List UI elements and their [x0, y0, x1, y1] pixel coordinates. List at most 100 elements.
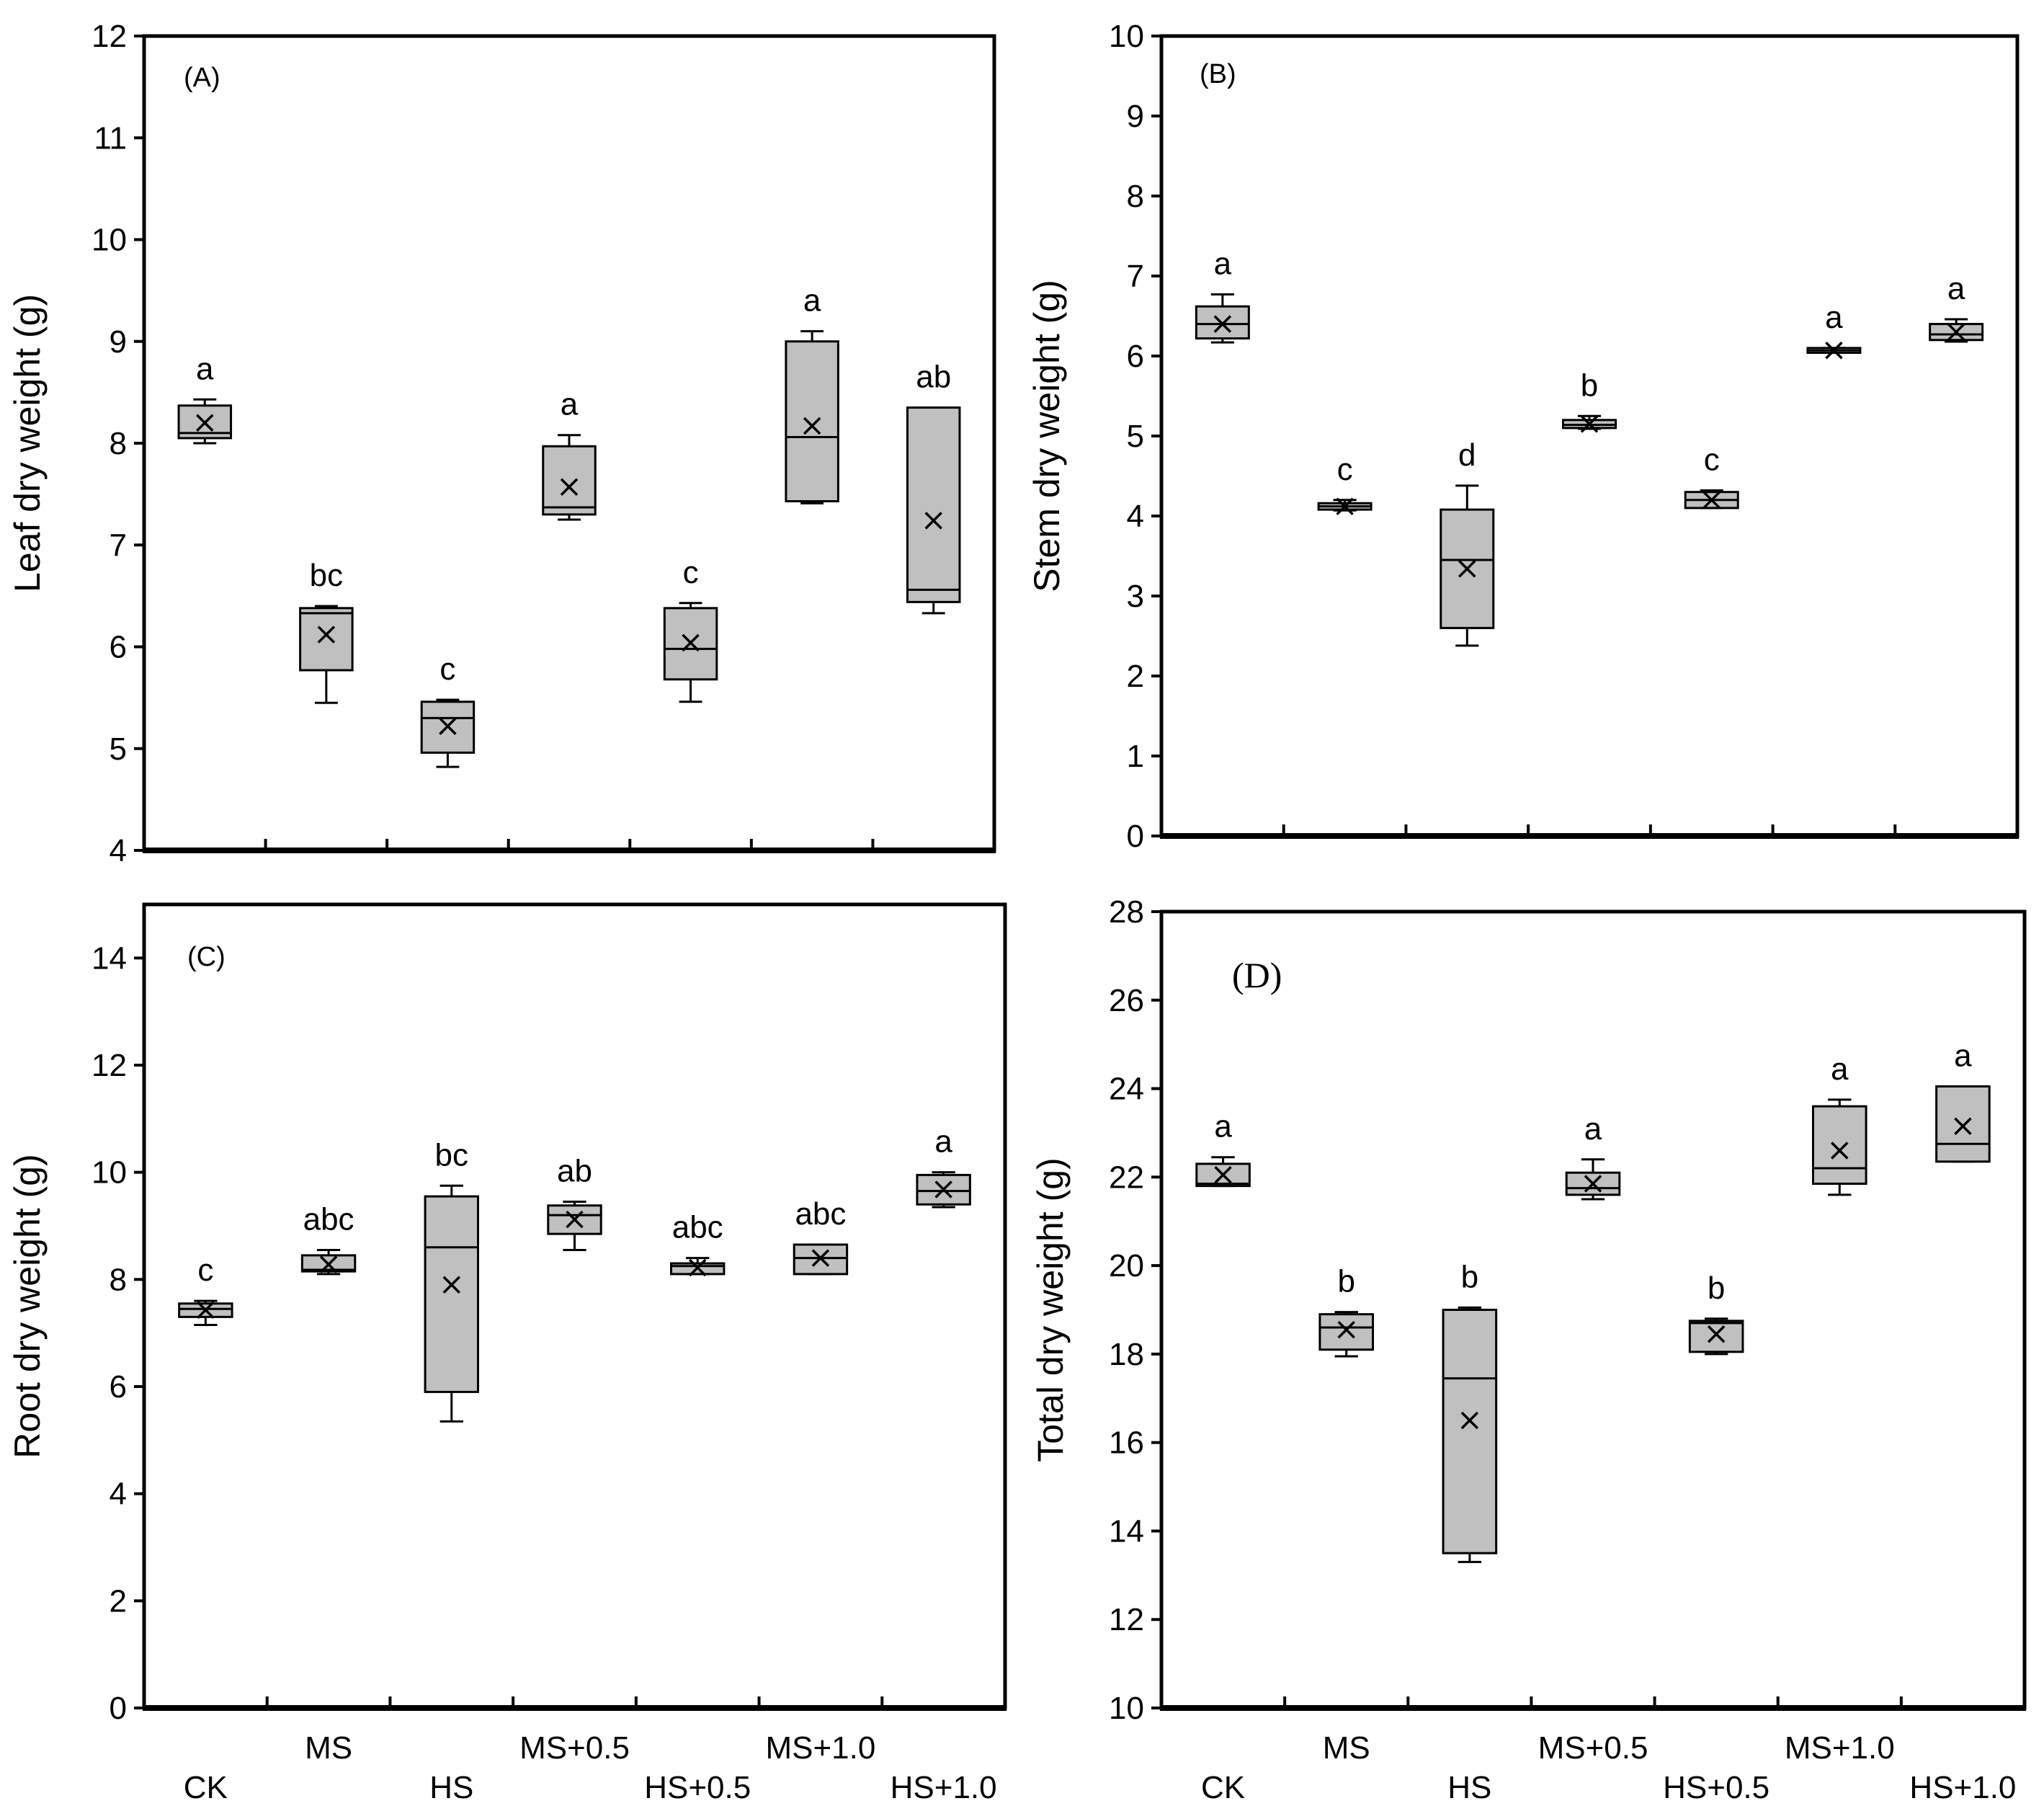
category-label: HS — [429, 1770, 473, 1805]
y-tick-label: 6 — [110, 1369, 127, 1405]
y-tick-label: 0 — [110, 1691, 127, 1726]
y-axis-label: Leaf dry weight (g) — [7, 294, 48, 592]
box-ms: abc — [300, 1201, 357, 1276]
mean-marker — [803, 417, 821, 435]
panel-c: 0 2 4 6 8 10 12 14 Root dry weight (g) (C) c abc bc a… — [7, 902, 1007, 1805]
category-label: HS+0.5 — [1663, 1770, 1769, 1805]
box-ck: a — [177, 351, 233, 445]
box-ms-0-5: a — [1565, 1111, 1621, 1201]
significance-letter: a — [1825, 300, 1843, 335]
mean-marker — [1707, 1325, 1726, 1343]
box-body — [542, 445, 597, 516]
mean-marker — [688, 1258, 707, 1277]
y-tick-label: 4 — [1127, 499, 1144, 534]
mean-marker — [924, 512, 942, 530]
y-tick-label: 28 — [1109, 894, 1144, 930]
box-body — [906, 406, 961, 603]
significance-letter: ab — [557, 1154, 592, 1189]
box-body — [785, 340, 839, 503]
y-tick-label: 7 — [110, 528, 127, 563]
mean-marker — [1831, 1142, 1849, 1160]
mean-marker — [439, 717, 457, 735]
mean-marker — [934, 1180, 952, 1198]
mean-marker — [1460, 1411, 1479, 1430]
category-label: MS+0.5 — [519, 1730, 630, 1766]
box-body — [1688, 1320, 1744, 1353]
mean-marker — [1584, 1175, 1602, 1193]
box-hs: d — [1440, 437, 1495, 647]
mean-marker — [1213, 315, 1232, 333]
y-tick-label: 7 — [1127, 259, 1144, 294]
category-label: CK — [1201, 1770, 1245, 1805]
y-tick-label: 6 — [1127, 339, 1144, 374]
y-tick-label: 12 — [1109, 1602, 1144, 1637]
significance-letter: d — [1458, 437, 1476, 473]
box-ck: a — [1195, 1109, 1251, 1188]
category-label: HS+1.0 — [891, 1770, 997, 1805]
y-tick-label: 14 — [92, 940, 127, 976]
box-hs-0-5: c — [663, 555, 718, 703]
box-ms-0-5: b — [1562, 368, 1617, 433]
y-tick-label: 18 — [1109, 1337, 1144, 1372]
mean-marker — [197, 1301, 215, 1319]
significance-letter: a — [561, 387, 579, 422]
significance-letter: b — [1337, 1264, 1355, 1299]
y-tick-label: 9 — [110, 324, 127, 360]
y-tick-label: 8 — [110, 426, 127, 461]
box-ck: c — [178, 1253, 233, 1327]
significance-letter: a — [1214, 246, 1232, 282]
category-label: HS+0.5 — [644, 1770, 751, 1805]
mean-marker — [811, 1249, 830, 1267]
significance-letter: abc — [303, 1201, 354, 1237]
significance-letter: c — [1337, 452, 1353, 487]
y-tick-label: 24 — [1109, 1072, 1144, 1107]
category-label: MS — [305, 1730, 352, 1766]
mean-marker — [1947, 323, 1965, 341]
y-tick-label: 22 — [1109, 1160, 1144, 1195]
y-tick-label: 8 — [1127, 179, 1144, 214]
significance-letter: a — [1954, 1038, 1972, 1073]
y-tick-label: 12 — [92, 19, 127, 54]
mean-marker — [1214, 1166, 1232, 1184]
box-ms: bc — [299, 558, 354, 704]
significance-letter: c — [1704, 442, 1720, 477]
category-label: HS — [1447, 1770, 1491, 1805]
significance-letter: a — [1214, 1109, 1232, 1144]
y-tick-label: 10 — [92, 223, 127, 258]
y-tick-label: 5 — [110, 731, 127, 767]
panel-d: 10 12 14 16 18 20 22 24 26 28 Total dry weight (g)… — [1030, 894, 2027, 1805]
y-tick-label: 20 — [1109, 1248, 1144, 1284]
y-tick-label: 6 — [110, 630, 127, 665]
mean-marker — [1458, 560, 1476, 578]
box-hs: bc — [424, 1137, 479, 1423]
box-ms: c — [1317, 452, 1373, 515]
significance-letter: abc — [795, 1196, 846, 1232]
mean-marker — [1336, 497, 1354, 515]
significance-letter: b — [1708, 1271, 1725, 1306]
box-hs-0-5: c — [1684, 442, 1739, 510]
significance-letter: b — [1461, 1259, 1478, 1294]
y-tick-label: 4 — [110, 1477, 127, 1512]
y-tick-label: 4 — [110, 833, 127, 868]
significance-letter: abc — [672, 1210, 723, 1245]
box-hs-1-0: a — [1935, 1038, 1991, 1163]
mean-marker — [560, 478, 579, 496]
box-hs-1-0: a — [1929, 271, 1984, 343]
significance-letter: a — [934, 1124, 952, 1160]
box-body — [1318, 1313, 1375, 1351]
significance-letter: bc — [435, 1137, 468, 1173]
box-ms-1-0: a — [1806, 300, 1862, 360]
y-tick-label: 10 — [92, 1155, 127, 1191]
panel-b: 0 1 2 3 4 5 6 7 8 9 10 Stem dry weight (g) (B) a c d b c a… — [1027, 19, 2020, 854]
box-hs: b — [1442, 1259, 1498, 1563]
category-label: HS+1.0 — [1909, 1770, 2016, 1805]
mean-marker — [1580, 415, 1599, 433]
y-axis-label: Root dry weight (g) — [7, 1154, 48, 1458]
box-ms-1-0: a — [785, 283, 839, 504]
panel-label: (B) — [1200, 59, 1236, 89]
plot-frame — [1159, 34, 2020, 838]
panel-label: (D) — [1232, 955, 1282, 995]
box-ms: b — [1318, 1264, 1375, 1358]
significance-letter: b — [1581, 368, 1598, 403]
category-label: CK — [184, 1770, 228, 1805]
